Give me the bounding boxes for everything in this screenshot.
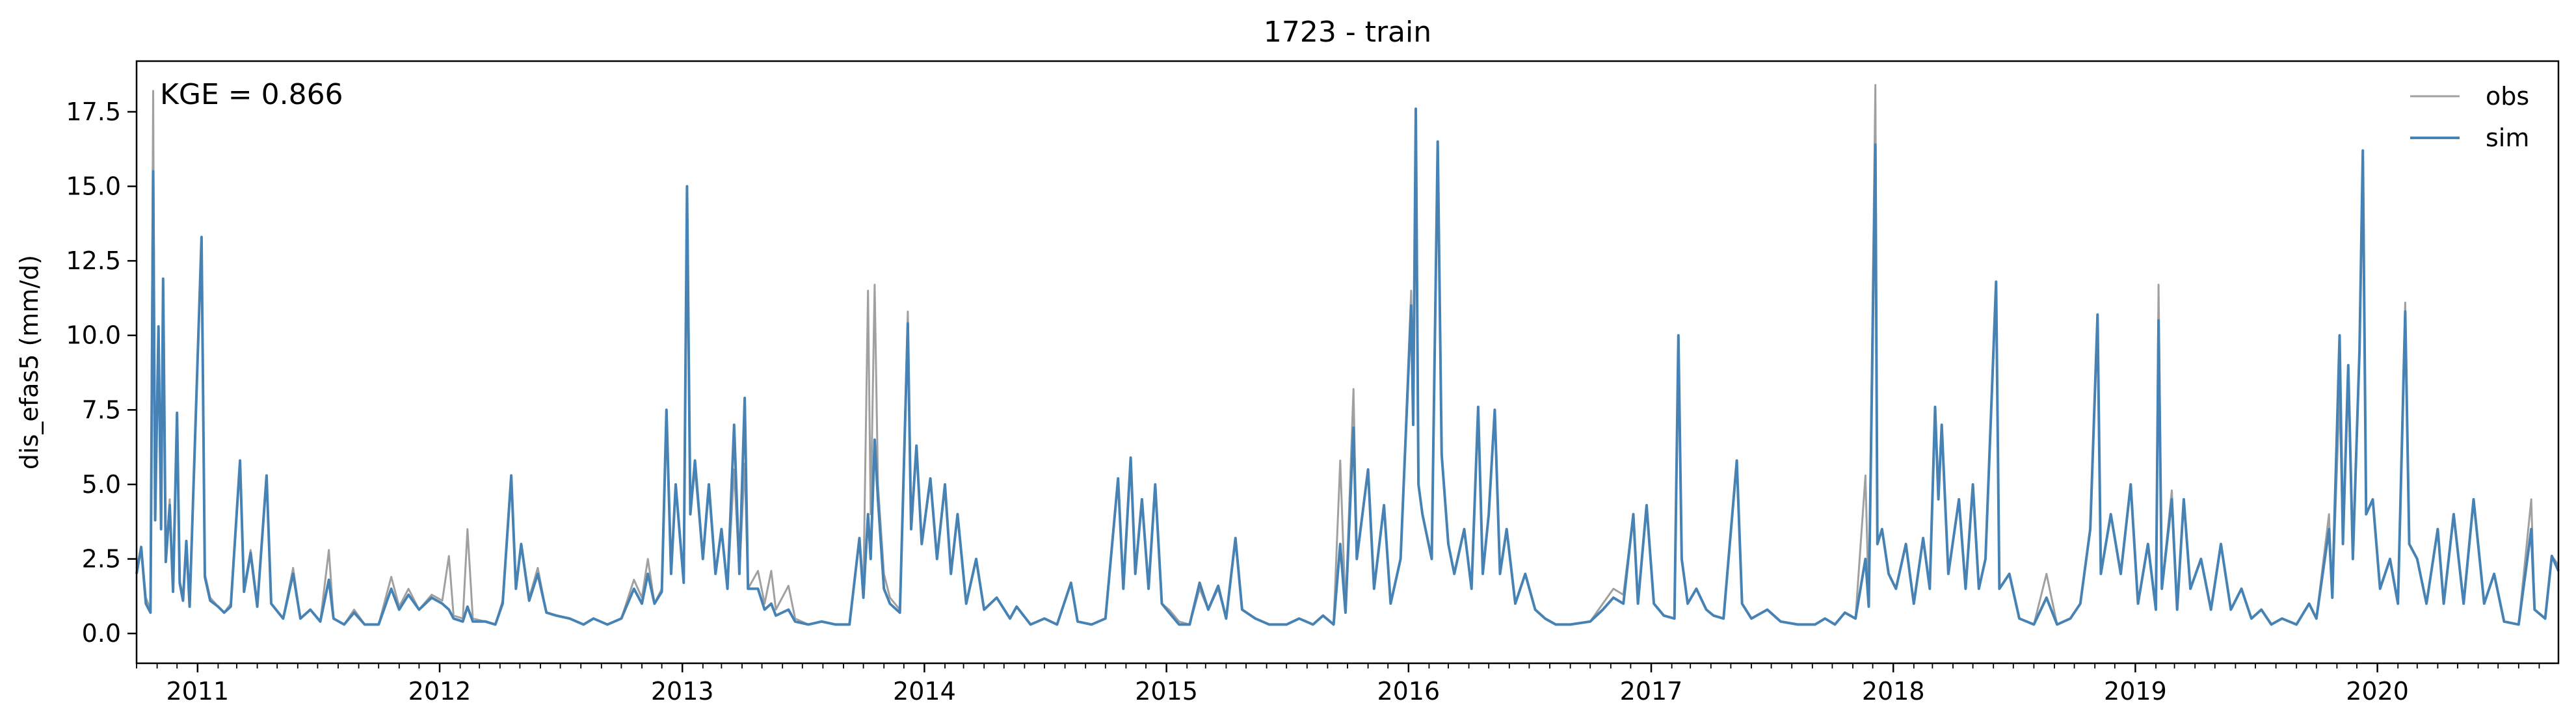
y-axis: 0.0 2.5 5.0 7.5 10.0 12.5 15.0 17.5 [66, 98, 137, 648]
x-tick-label: 2015 [1135, 677, 1198, 706]
legend: obs sim [2410, 82, 2529, 152]
x-tick-label: 2019 [2104, 677, 2167, 706]
plot-area [135, 84, 2560, 626]
y-tick-label: 7.5 [82, 395, 121, 424]
series-line-sim [135, 107, 2560, 626]
y-axis-label: dis_efas5 (mm/d) [15, 255, 44, 469]
y-tick-label: 0.0 [82, 619, 121, 648]
y-tick-label: 5.0 [82, 470, 121, 499]
x-tick-label: 2011 [166, 677, 229, 706]
x-tick-label: 2018 [1862, 677, 1925, 706]
y-tick-label: 10.0 [66, 321, 121, 350]
x-axis: 2011 2012 2013 2014 2015 2016 2017 2018 2019 2020 [136, 663, 2540, 706]
x-tick-label: 2020 [2346, 677, 2409, 706]
x-tick-label: 2013 [651, 677, 714, 706]
x-tick-label: 2017 [1620, 677, 1683, 706]
legend-entry-sim: sim [2410, 124, 2529, 152]
x-tick-label: 2016 [1377, 677, 1440, 706]
y-tick-label: 2.5 [82, 545, 121, 574]
y-tick-label: 15.0 [66, 172, 121, 201]
x-tick-label: 2012 [408, 677, 471, 706]
y-tick-label: 17.5 [66, 98, 121, 126]
chart-title: 1723 - train [1264, 16, 1431, 49]
x-tick-label: 2014 [893, 677, 956, 706]
legend-label: sim [2486, 124, 2529, 152]
legend-entry-obs: obs [2410, 82, 2529, 111]
y-tick-label: 12.5 [66, 246, 121, 275]
kge-annotation: KGE = 0.866 [160, 78, 343, 111]
legend-label: obs [2486, 82, 2529, 111]
